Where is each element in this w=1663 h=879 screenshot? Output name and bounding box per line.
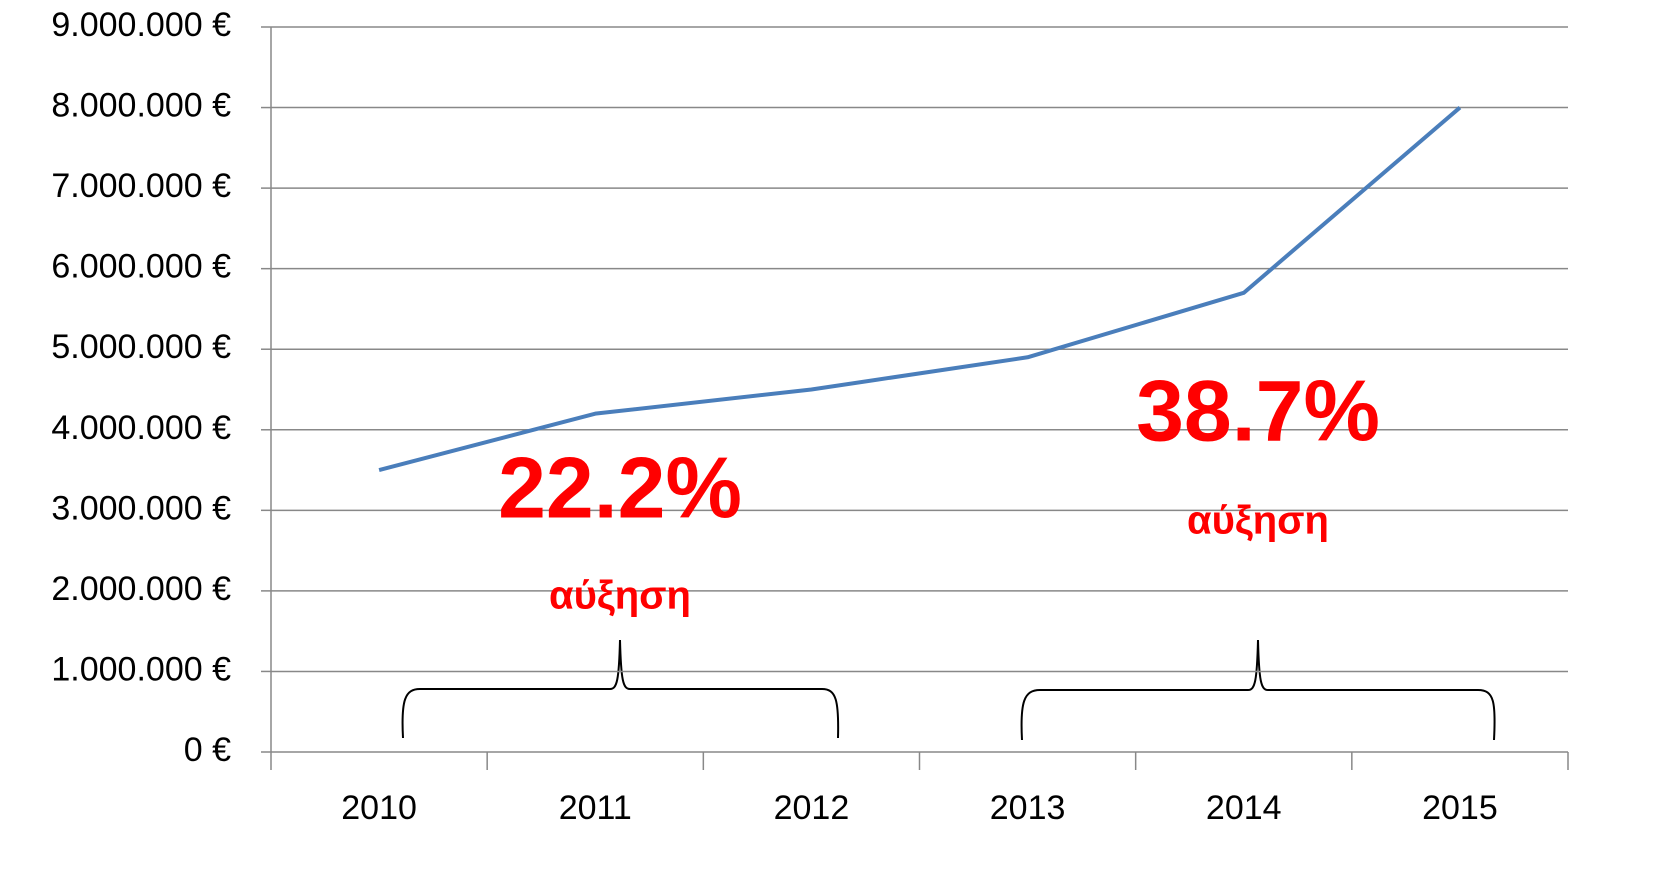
x-tick-label: 2012 [774, 789, 850, 827]
y-tick-label: 9.000.000 € [51, 6, 231, 44]
x-tick-label: 2013 [990, 789, 1066, 827]
y-tick-label: 3.000.000 € [51, 489, 231, 527]
y-tick-label: 7.000.000 € [51, 167, 231, 205]
x-tick-label: 2011 [559, 789, 632, 827]
line-series [378, 106, 1462, 472]
brace [1020, 639, 1496, 741]
annotation: 38.7% [1136, 364, 1380, 460]
braces [401, 639, 1496, 741]
annotation: αύξηση [1187, 499, 1329, 543]
y-tick-label: 6.000.000 € [51, 248, 231, 286]
x-tick-label: 2014 [1206, 789, 1282, 827]
x-tick-label: 2015 [1422, 789, 1498, 827]
y-tick-label: 5.000.000 € [51, 328, 231, 366]
x-tick-label: 2010 [341, 789, 417, 827]
y-tick-label: 2.000.000 € [51, 570, 231, 608]
y-tick-label: 4.000.000 € [51, 409, 231, 447]
annotation: αύξηση [549, 574, 691, 618]
brace [401, 639, 840, 739]
annotation: 22.2% [498, 441, 742, 537]
y-tick-label: 8.000.000 € [51, 87, 231, 125]
y-tick-label: 0 € [184, 731, 231, 769]
y-tick-label: 1.000.000 € [51, 650, 231, 688]
